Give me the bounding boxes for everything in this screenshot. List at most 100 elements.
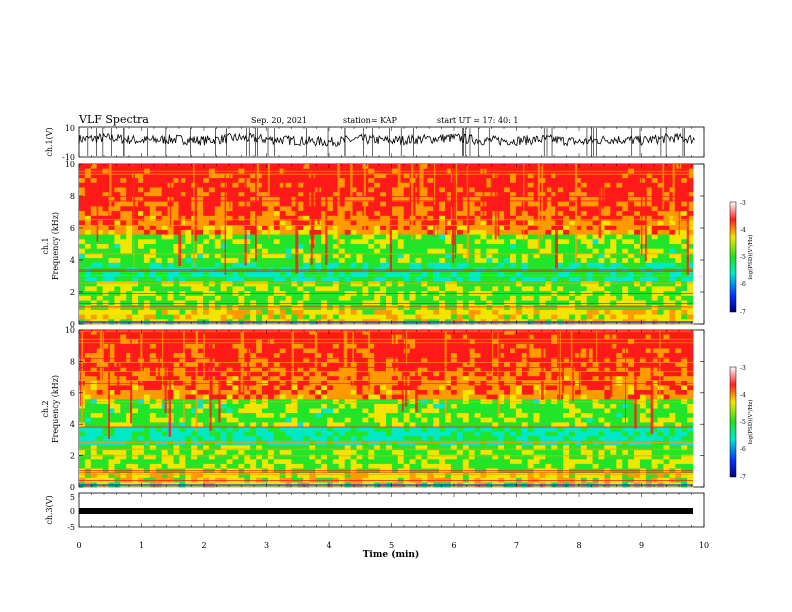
spectrogram-cell [433,182,440,188]
spectrogram-cell [675,281,682,287]
spectrogram-cell [185,295,192,301]
spectrogram-cell [185,244,192,250]
spectrogram-cell [557,295,564,301]
spectrogram-cell [510,164,517,170]
spectrogram-cell [456,272,464,278]
spectrogram-cell [634,239,641,245]
spectrogram-cell [380,258,387,264]
spectrogram-cell [628,225,635,231]
spectrogram-cell [256,348,263,354]
spectrogram-cell [327,211,334,217]
spectrogram-cell [214,187,222,193]
spectrogram-cell [433,253,440,259]
spectrogram-cell [391,371,399,377]
spectrogram-cell [445,164,452,170]
spectrogram-cell [273,295,281,301]
spectrogram-cell [273,286,281,292]
spectrogram-cell [675,234,682,240]
spectrogram-cell [504,178,511,184]
spectrogram-cell [191,385,198,391]
spectrogram-cell [273,182,281,188]
spectrogram-cell [96,357,103,363]
spectrogram-cell [397,248,405,254]
spectrogram-cell [634,234,641,240]
spectrogram-cell [226,211,233,217]
spectrogram-cell [167,239,174,245]
spectrogram-cell [267,201,275,207]
spectrogram-cell [551,343,558,349]
spectrogram-cell [273,234,281,240]
spectrogram-cell [102,164,109,170]
spectrogram-cell [574,314,582,320]
spectrogram-cell [279,196,286,202]
spectrogram-cell [663,309,670,315]
spectrogram-cell [238,187,245,193]
spectrogram-cell [557,192,564,198]
spectrogram-cell [445,215,452,221]
spectrogram-cell [96,220,103,226]
spectrogram-cell [462,248,470,254]
spectrogram-cell [256,314,263,320]
spectrogram-cell [344,234,351,240]
spectrogram-cell [79,253,86,259]
spectrogram-cell [279,348,286,354]
spectrogram-cell [120,244,127,250]
spectrogram-cell [474,262,481,268]
spectrogram-cell [639,353,647,359]
spectrogram-cell [551,215,558,221]
spectrogram-cell [628,196,635,202]
spectrogram-cell [439,357,446,363]
spectrogram-cell [681,229,688,235]
spectrogram-cell [374,206,381,212]
spectrogram-cell [297,201,304,207]
spectrogram-cell [669,220,676,226]
spectrogram-cell [439,380,446,386]
spectrogram-cell [498,239,505,245]
spectrogram-cell [332,225,340,231]
spectrogram-cell [462,192,470,198]
spectrogram-cell [403,295,410,301]
spectrogram-cell [332,244,340,250]
spectrogram-cell [214,206,222,212]
spectrogram-cell [663,339,670,345]
spectrogram-cell [592,192,599,198]
spectrogram-cell [356,258,363,264]
spectrogram-cell [350,225,357,231]
spectrogram-cell [297,343,304,349]
spectrogram-cell [386,206,393,212]
spectrogram-cell [527,244,534,250]
spectrogram-cell [208,234,216,240]
spectrogram-cell [197,182,204,188]
spectrogram-cell [321,192,328,198]
spectrogram-cell [403,309,410,315]
spectrogram-cell [445,286,452,292]
spectrogram-cell [510,272,517,278]
spectrogram-cell [450,357,458,363]
spectrogram-cell [279,286,286,292]
spectrogram-cell [403,225,410,231]
spectrogram-cell [120,182,127,188]
spectrogram-cell [634,334,641,340]
spectrogram-cell [403,244,410,250]
spectrogram-cell [380,366,387,372]
spectrogram-cell [262,244,269,250]
spectrogram-cell [108,276,115,282]
spectrogram-cell [533,173,540,179]
spectrogram-cell [645,187,653,193]
spectrogram-cell [563,225,570,231]
spectrogram-cell [681,343,688,349]
spectrogram-cell [628,295,635,301]
spectrogram-cell [279,371,286,377]
spectrogram-cell [368,385,375,391]
spectrogram-cell [533,220,540,226]
spectrogram-cell [397,281,405,287]
spectrogram-cell [663,178,670,184]
spectrogram-cell [504,196,511,202]
spectrogram-cell [533,229,540,235]
spectrogram-cell [208,309,216,315]
spectrogram-cell [344,220,351,226]
spectrogram-cell [592,220,599,226]
spectrogram-cell [126,371,133,377]
spectrogram-cell [557,201,564,207]
spectrogram-cell [273,343,281,349]
